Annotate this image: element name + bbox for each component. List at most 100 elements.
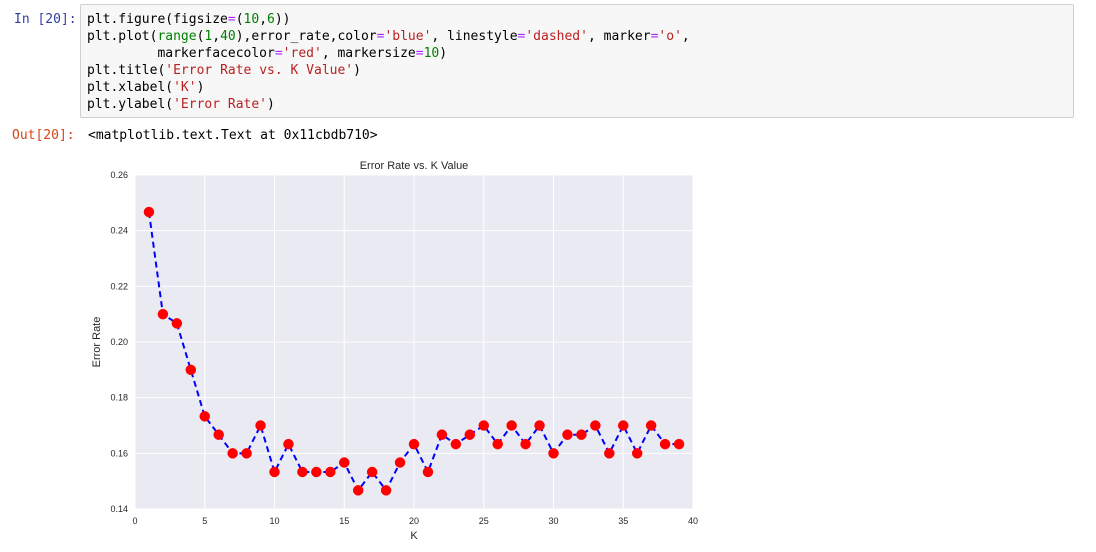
- code-token: plt.xlabel(: [87, 80, 174, 95]
- code-token: ),error_rate,color: [235, 29, 377, 44]
- code-token: 'red': [282, 46, 322, 61]
- code-token: plt.figure(figsize: [87, 12, 228, 27]
- y-tick-label: 0.26: [110, 170, 128, 180]
- data-point-marker: [436, 429, 448, 440]
- code-token: ): [439, 46, 448, 61]
- data-point-marker: [534, 420, 545, 431]
- code-token: (: [196, 29, 205, 44]
- x-axis-label: K: [410, 530, 418, 542]
- code-token: (: [235, 12, 244, 27]
- y-tick-label: 0.18: [110, 393, 128, 403]
- data-point-marker: [492, 438, 503, 450]
- x-tick-label: 40: [688, 516, 698, 526]
- data-point-marker: [157, 308, 169, 320]
- y-tick-label: 0.14: [110, 504, 128, 514]
- code-token: range: [157, 29, 197, 44]
- data-point-marker: [631, 448, 643, 459]
- data-point-marker: [618, 420, 629, 431]
- y-axis-label: Error Rate: [91, 317, 103, 368]
- data-point-marker: [171, 318, 183, 329]
- data-point-marker: [659, 438, 671, 450]
- data-point-marker: [241, 448, 252, 459]
- code-token: , linestyle: [431, 29, 518, 44]
- data-point-marker: [199, 411, 210, 422]
- code-token: 'blue': [384, 29, 432, 44]
- code-token: =: [274, 46, 283, 61]
- data-markers: [143, 206, 685, 496]
- data-point-marker: [394, 457, 406, 468]
- data-point-marker: [269, 466, 280, 478]
- code-token: 1: [204, 29, 213, 44]
- data-point-marker: [185, 364, 197, 376]
- data-point-marker: [408, 438, 420, 450]
- data-point-marker: [478, 420, 489, 431]
- data-point-marker: [143, 206, 155, 218]
- data-point-marker: [283, 438, 294, 450]
- code-token: , marker: [587, 29, 651, 44]
- data-point-marker: [506, 420, 517, 431]
- y-tick-label: 0.16: [110, 448, 128, 458]
- data-point-marker: [576, 429, 587, 440]
- data-point-marker: [213, 429, 224, 440]
- data-point-marker: [520, 438, 531, 450]
- code-token: , markersize: [321, 46, 416, 61]
- code-token: markerfacecolor: [87, 46, 275, 61]
- x-tick-label: 10: [269, 516, 279, 526]
- grid-lines: [134, 174, 694, 510]
- code-token: =: [517, 29, 526, 44]
- data-point-marker: [339, 457, 350, 468]
- code-token: 'Error Rate vs. K Value': [165, 63, 354, 78]
- code-token: =: [650, 29, 659, 44]
- input-prompt: In [20]:: [14, 12, 77, 27]
- x-tick-label: 30: [548, 516, 558, 526]
- data-point-marker: [366, 466, 378, 478]
- data-point-marker: [380, 485, 392, 496]
- code-token: plt.ylabel(: [87, 97, 174, 112]
- chart-title: Error Rate vs. K Value: [360, 160, 469, 172]
- data-point-marker: [255, 420, 266, 431]
- data-point-marker: [604, 448, 615, 459]
- data-point-marker: [325, 466, 336, 478]
- code-token: 'K': [173, 80, 197, 95]
- x-tick-label: 15: [339, 516, 349, 526]
- data-point-marker: [590, 420, 601, 431]
- code-token: ): [196, 80, 205, 95]
- y-tick-label: 0.20: [110, 337, 128, 347]
- code-token: ,: [212, 29, 221, 44]
- x-tick-label: 20: [409, 516, 419, 526]
- data-point-marker: [311, 466, 322, 478]
- data-point-marker: [422, 466, 434, 478]
- data-point-marker: [562, 429, 573, 440]
- code-token: 10: [423, 46, 440, 61]
- data-point-marker: [548, 448, 559, 459]
- data-point-marker: [464, 429, 476, 440]
- data-point-marker: [673, 438, 685, 450]
- data-point-marker: [297, 466, 308, 478]
- code-token: 'o': [658, 29, 682, 44]
- code-input-area[interactable]: plt.figure(figsize=(10,6)) plt.plot(rang…: [80, 4, 1074, 118]
- x-tick-label: 35: [618, 516, 628, 526]
- code-token: 'dashed': [525, 29, 588, 44]
- code-token: )): [274, 12, 291, 27]
- code-token: 40: [220, 29, 236, 44]
- code-token: ): [267, 97, 275, 112]
- data-point-marker: [227, 448, 238, 459]
- code-token: ): [353, 63, 361, 78]
- data-point-marker: [645, 420, 657, 431]
- tick-labels: 0 5 10 15 20 25 30 35 40 0.14 0.16 0.18 0.20 0.22 0.24…: [110, 170, 698, 526]
- code-token: =: [415, 46, 424, 61]
- code-token: plt.title(: [87, 63, 166, 78]
- x-tick-label: 25: [479, 516, 489, 526]
- output-prompt: Out[20]:: [12, 128, 75, 143]
- output-text: <matplotlib.text.Text at 0x11cbdb710>: [88, 128, 378, 143]
- code-token: ,: [259, 12, 268, 27]
- code-token: 'Error Rate': [173, 97, 268, 112]
- code-token: =: [376, 29, 385, 44]
- code-token: 6: [267, 12, 275, 27]
- data-point-marker: [450, 438, 462, 450]
- code-token: 10: [243, 12, 260, 27]
- y-tick-label: 0.22: [110, 281, 128, 291]
- code-token: plt.plot(: [87, 29, 158, 44]
- code-editor[interactable]: plt.figure(figsize=(10,6)) plt.plot(rang…: [81, 5, 1073, 113]
